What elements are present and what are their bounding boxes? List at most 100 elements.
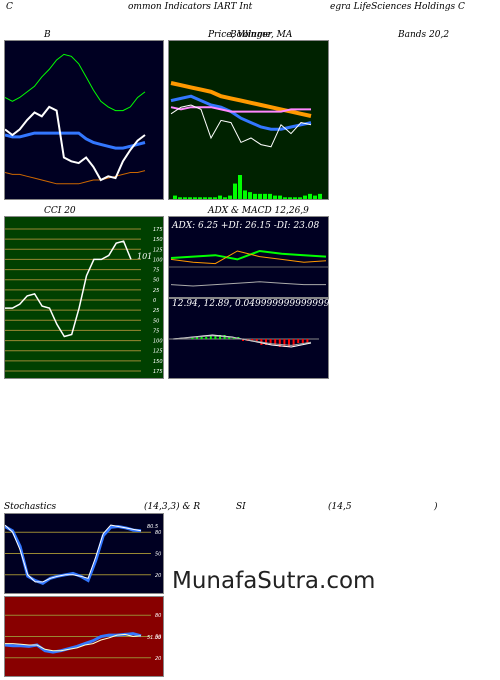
volume-bar [303, 195, 307, 199]
price-ma-label: Price, Volume, MA [208, 30, 293, 40]
volume-bar [238, 175, 242, 199]
volume-bar [208, 197, 212, 199]
volume-bar [223, 197, 227, 199]
macd-signal-line [172, 335, 312, 346]
volume-bar [218, 195, 222, 199]
macd-values-text: 12.94, 12.89, 0.0499999999999999 [172, 299, 336, 309]
macd-histogram-bar [251, 339, 254, 341]
adx-panel: ADX: 6.25 +DI: 26.15 -DI: 23.08 [168, 216, 329, 298]
price-line [5, 105, 146, 182]
rsi-chart: 80 50 20 51.03 [5, 613, 161, 662]
lower-band-line [5, 170, 146, 185]
macd-histogram-bar [214, 335, 217, 339]
macd-histogram-bar [269, 339, 272, 345]
cci-panel: 175 150 125 100 75 50 25 0 25 50 75 100 125 150 175 101 [4, 216, 164, 379]
volume-bar [283, 197, 287, 199]
volume-bar [228, 195, 232, 199]
volume-bar [268, 193, 272, 199]
cci-tick-label: 125 [153, 349, 163, 355]
macd-chart [169, 334, 319, 348]
price-line [170, 104, 312, 148]
stochastics-chart: 80 50 20 80.5 [5, 524, 161, 585]
price-volume-panel [168, 40, 329, 200]
cci-tick-label: 125 [153, 247, 163, 253]
minus-di-line [170, 250, 327, 265]
volume-bar [293, 197, 297, 199]
macd-histogram-bar [292, 339, 295, 347]
rsi-tick-label: 20 [155, 656, 161, 662]
volume-bar [213, 197, 217, 199]
ma-mid-line [170, 94, 312, 131]
cci-chart: 175 150 125 100 75 50 25 0 25 50 75 100 125 150 175 101 [5, 227, 163, 375]
rsi-tick-label: 50 [155, 635, 161, 641]
header-part-1: C [6, 2, 13, 12]
volume-bar [203, 197, 207, 199]
volume-bar [243, 190, 247, 199]
cci-label: CCI 20 [44, 206, 76, 216]
price-volume-chart [170, 81, 322, 199]
volume-bar [263, 193, 267, 199]
volume-bar [193, 197, 197, 199]
macd-histogram-bar [191, 337, 194, 339]
cci-line [5, 240, 132, 338]
macd-histogram-bar [200, 337, 203, 339]
adx-values-text: ADX: 6.25 +DI: 26.15 -DI: 23.08 [172, 221, 320, 231]
adx-macd-label: ADX & MACD 12,26,9 [208, 206, 309, 216]
cci-tick-label: 100 [153, 257, 163, 263]
cci-tick-label: 25 [153, 308, 159, 314]
bollinger-label: Bollinger [230, 30, 272, 40]
rsi-signal-line [5, 633, 142, 652]
plus-di-line [170, 249, 327, 261]
stoch-last-value-label: 80.5 [147, 524, 158, 530]
adx-chart [169, 249, 328, 287]
macd-histogram-bar [242, 339, 244, 341]
macd-histogram-bar [228, 337, 231, 339]
macd-histogram-bar [265, 339, 267, 345]
adx-line [170, 281, 326, 287]
rsi-tick-label: 80 [155, 613, 161, 619]
macd-histogram-bar [278, 339, 281, 347]
cci-tick-label: 75 [153, 268, 159, 274]
rsi-last-value-label: 51.03 [147, 635, 161, 641]
header-part-2: ommon Indicators IART Int [128, 2, 253, 12]
bands-label: Bands 20,2 [398, 30, 450, 40]
close-paren-label: ) [434, 502, 438, 512]
cci-tick-label: 50 [153, 278, 159, 284]
header-part-3: egra LifeSciences Holdings C [330, 2, 465, 12]
volume-bar [183, 197, 187, 199]
macd-histogram-bar [301, 339, 304, 343]
rsi-params-label: (14,5 [328, 502, 352, 512]
volume-bar [258, 193, 262, 199]
stochastics-label: Stochastics [4, 502, 57, 512]
rsi-label: SI [236, 502, 246, 512]
volume-bar [288, 197, 292, 199]
volume-bar [273, 195, 277, 199]
upper-band-line [5, 53, 146, 112]
stoch-tick-label: 80 [155, 530, 161, 536]
macd-histogram-bar [297, 339, 300, 343]
volume-bar [318, 193, 322, 199]
stoch-tick-label: 50 [155, 552, 161, 558]
macd-histogram-bar [196, 337, 198, 339]
bollinger-b-label: B [44, 30, 51, 40]
macd-histogram-bar [205, 337, 208, 339]
cci-tick-label: 50 [153, 318, 159, 324]
macd-histogram-bar [209, 335, 212, 339]
volume-bar [198, 197, 202, 199]
volume-bar [253, 193, 257, 199]
stoch-d-line [5, 524, 142, 583]
cci-last-value-label: 101 [137, 252, 152, 261]
cci-tick-label: 100 [153, 339, 163, 345]
macd-histogram-bar [219, 335, 221, 339]
volume-bar [278, 195, 282, 199]
cci-tick-label: 150 [153, 359, 163, 365]
volume-bar [173, 195, 177, 199]
bollinger-panel [4, 40, 164, 200]
macd-histogram-bar [288, 339, 290, 347]
stoch-tick-label: 20 [155, 573, 161, 579]
volume-bar [178, 197, 182, 199]
stochastics-params-label: (14,3,3) & R [144, 502, 201, 512]
macd-panel: 12.94, 12.89, 0.0499999999999999 [168, 298, 335, 379]
cci-tick-label: 175 [153, 227, 163, 233]
volume-bar [298, 197, 302, 199]
